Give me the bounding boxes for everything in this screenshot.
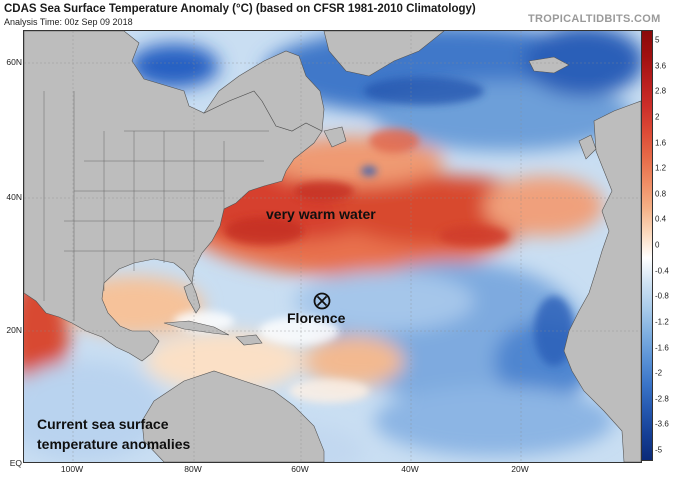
hispaniola-land xyxy=(235,334,263,346)
land xyxy=(24,31,641,462)
political-borders xyxy=(43,91,269,321)
brand-watermark: TROPICALTIDBITS.COM xyxy=(528,13,661,25)
colorbar-tick: 1.2 xyxy=(655,163,667,173)
newfoundland-land xyxy=(323,126,347,148)
south-america-land xyxy=(141,370,325,462)
british-isles-land xyxy=(578,134,597,160)
colorbar-tick: 0.8 xyxy=(655,189,667,199)
cuba-land xyxy=(163,320,230,336)
colorbar xyxy=(641,30,653,461)
colorbar-tick: 3.6 xyxy=(655,61,667,71)
colorbar-tick: -2.8 xyxy=(655,394,669,404)
labrador-land xyxy=(203,50,325,132)
lon-label-20w: 20W xyxy=(511,464,529,474)
lon-label-100w: 100W xyxy=(60,464,84,474)
lon-label-80w: 80W xyxy=(184,464,202,474)
lon-label-40w: 40W xyxy=(401,464,419,474)
florence-label: Florence xyxy=(287,310,346,326)
colorbar-tick: 2.8 xyxy=(655,86,667,96)
caption-line-2: temperature anomalies xyxy=(37,436,191,452)
colorbar-tick: -0.4 xyxy=(655,266,669,276)
lat-label-eq: EQ xyxy=(9,458,22,468)
lat-label-20n: 20N xyxy=(6,325,22,335)
colorbar-tick: 1.6 xyxy=(655,138,667,147)
colorbar-tick: -2 xyxy=(655,368,663,378)
lat-label-60n: 60N xyxy=(6,57,22,67)
colorbar-tick: 2 xyxy=(655,112,660,122)
caption: Current sea surface temperature anomalie… xyxy=(37,414,237,454)
colorbar-tick: 0 xyxy=(655,240,660,250)
lon-label-60w: 60W xyxy=(291,464,309,474)
caption-line-1: Current sea surface xyxy=(37,416,169,432)
colorbar-tick: -3.6 xyxy=(655,419,669,429)
florida-land xyxy=(183,282,201,314)
sst-anomaly-map xyxy=(23,30,642,463)
analysis-time: Analysis Time: 00z Sep 09 2018 xyxy=(4,17,133,27)
colorbar-tick: -5 xyxy=(655,445,663,455)
map-title: CDAS Sea Surface Temperature Anomaly (°C… xyxy=(4,3,476,15)
warm-water-annotation: very warm water xyxy=(266,206,376,222)
colorbar-tick: -1.6 xyxy=(655,343,669,352)
colorbar-tick: 0.4 xyxy=(655,214,667,224)
colorbar-tick: -1.2 xyxy=(655,317,669,327)
colorbar-tick: 5 xyxy=(655,35,660,45)
colorbar-tick: -0.8 xyxy=(655,291,669,301)
graticule xyxy=(24,31,641,462)
hurricane-symbol-icon xyxy=(313,292,331,310)
lat-label-40n: 40N xyxy=(6,192,22,202)
greenland-land xyxy=(323,31,445,77)
iceland-land xyxy=(528,56,570,74)
